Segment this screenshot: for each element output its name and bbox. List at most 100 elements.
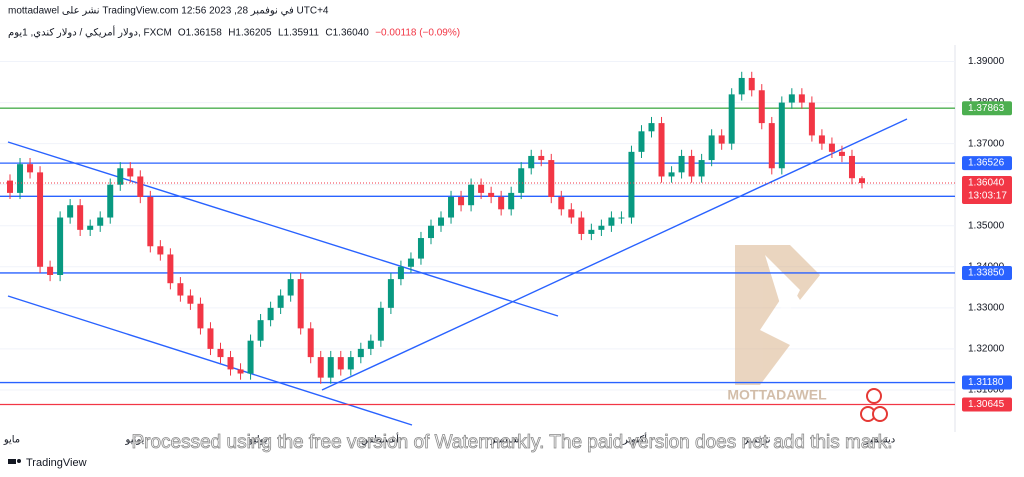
candle-body [838, 151, 845, 156]
footer-brand: TradingView [26, 457, 87, 469]
candle-body [407, 258, 414, 267]
candle-body [628, 151, 635, 218]
candle-body [147, 197, 154, 247]
x-tick-label: ديسمبر [864, 435, 895, 446]
y-tick-label: 1.39000 [968, 56, 1005, 67]
price-tag-label: 1.31180 [968, 377, 1004, 388]
symbol-info: دولار أمريكي / دولار كندي, 1يوم, FXCM [8, 26, 172, 39]
candle-body [498, 197, 505, 210]
flag-icons [860, 388, 888, 422]
candle-body [718, 135, 725, 144]
candle-body [538, 155, 545, 161]
candle-body [668, 172, 675, 177]
price-tag [962, 397, 1012, 412]
x-tick-label: أغسطس [361, 433, 399, 446]
grid [0, 61, 955, 391]
trend-lines [7, 118, 908, 426]
candle-body [698, 160, 705, 177]
price-tag-label: 1.33850 [968, 268, 1005, 279]
candle-body [808, 102, 815, 136]
candle-body [67, 205, 74, 218]
candle-body [859, 178, 865, 184]
x-tick-label: سبتمبر [490, 435, 520, 446]
candle-body [688, 155, 695, 177]
candle-body [478, 184, 485, 193]
candle-body [448, 197, 455, 218]
candle-body [658, 123, 665, 177]
candle-body [608, 217, 615, 226]
x-tick-label: نوفمبر [742, 435, 770, 446]
watermark: Processed using the free version of Wate… [131, 432, 892, 453]
x-tick-label: مايو [3, 435, 20, 446]
trend-line [321, 118, 908, 391]
candle-body [758, 90, 765, 124]
candle-body [187, 295, 194, 304]
candle-body [778, 102, 785, 169]
ohlc-low: L1.35911 [278, 28, 319, 39]
price-tag [962, 101, 1012, 116]
candle-body [157, 246, 164, 255]
candle-body [568, 209, 575, 218]
price-tag-label: 1.36526 [968, 158, 1005, 169]
y-tick-label: 1.35000 [968, 220, 1005, 231]
last-price-tag [962, 176, 1012, 205]
candle-body [828, 143, 835, 152]
trend-line [7, 141, 559, 317]
logo: MOTTADAWEL [727, 245, 827, 403]
candle-body [117, 168, 124, 185]
price-tag [962, 375, 1012, 390]
y-tick-label: 1.37000 [968, 138, 1005, 149]
candle-body [377, 307, 384, 341]
countdown: 13:03:17 [968, 191, 1007, 202]
publish-info: mottadawel نشر على TradingView.com في نو… [8, 6, 329, 17]
candle-body [237, 369, 244, 374]
trend-line [7, 295, 413, 426]
candle-body [598, 225, 605, 230]
tradingview-logo: TradingView [8, 457, 87, 469]
candle-body [297, 279, 304, 329]
candle-body [648, 123, 655, 132]
candle-body [37, 172, 44, 267]
candle-body [818, 135, 825, 144]
last-price-label: 1.36040 [968, 178, 1005, 189]
candle-body [317, 357, 324, 378]
candle-body [307, 328, 314, 358]
candle-body [748, 77, 755, 91]
candle-body [107, 184, 114, 218]
candle-body [327, 357, 334, 378]
candle-body [287, 279, 294, 296]
candle-body [427, 225, 434, 239]
candle-body [798, 94, 805, 103]
candle-body [708, 135, 715, 161]
candle-body [508, 192, 515, 210]
candle-body [207, 328, 214, 349]
candle-body [77, 205, 84, 230]
candle-body [518, 168, 525, 193]
candle-body [738, 77, 745, 95]
candle-body [347, 357, 354, 370]
candle-body [768, 123, 775, 169]
ohlc-open: O1.36158 [178, 28, 222, 39]
candle-body [548, 160, 555, 197]
candle-body [177, 283, 184, 296]
candle-body [678, 155, 685, 173]
candle-body [7, 180, 13, 193]
candle-body [458, 197, 465, 206]
y-tick-label: 1.31000 [968, 385, 1005, 396]
candle-body [227, 357, 234, 370]
candle-body [337, 357, 344, 370]
candle-body [267, 307, 274, 321]
candle-body [47, 266, 54, 275]
candle-body [468, 184, 475, 206]
x-tick-label: يونيو [125, 435, 145, 446]
candle-body [578, 217, 585, 234]
price-tag-label: 1.30645 [968, 399, 1005, 410]
y-tick-label: 1.33000 [968, 302, 1005, 313]
candle-body [638, 131, 645, 152]
candle-body [257, 320, 264, 341]
candle-body [217, 348, 224, 358]
